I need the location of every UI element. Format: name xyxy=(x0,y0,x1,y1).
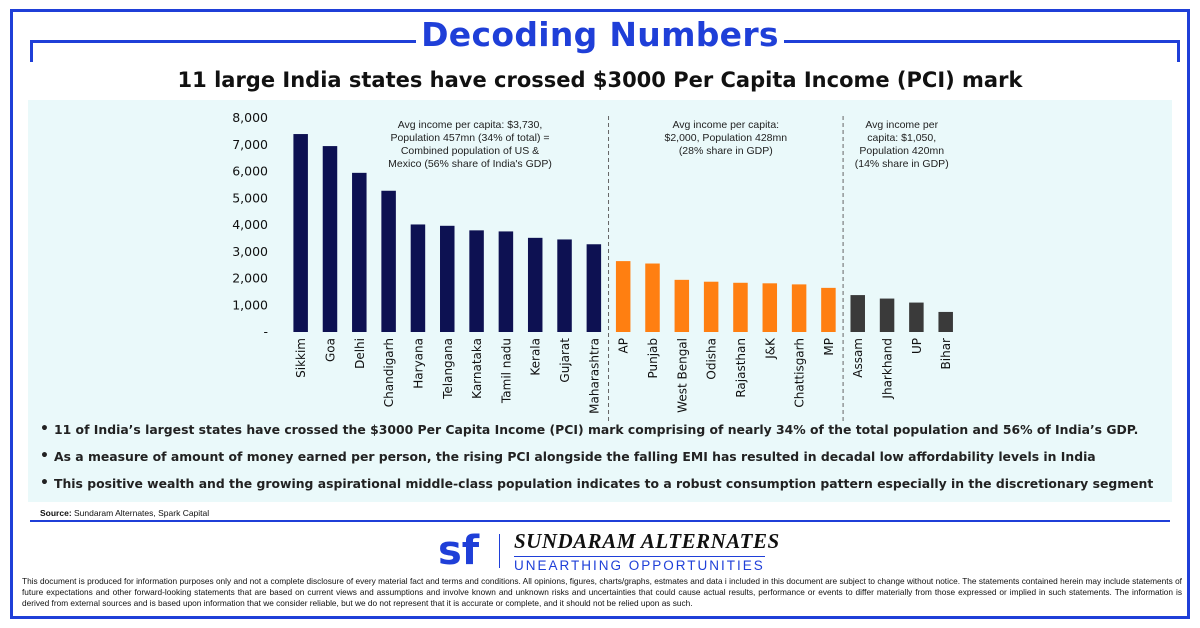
bullet-point: As a measure of amount of money earned p… xyxy=(40,448,1160,464)
disclaimer: This document is produced for informatio… xyxy=(22,576,1182,608)
x-tick-label: Gujarat xyxy=(558,338,572,383)
brand-tagline: UNEARTHING OPPORTUNITIES xyxy=(514,556,765,573)
group-annotation: Avg income per xyxy=(865,119,938,131)
x-tick-label: AP xyxy=(617,338,631,353)
x-tick-label: J&K xyxy=(763,337,777,360)
x-tick-label: Assam xyxy=(851,338,865,378)
group-annotation: capita: $1,050, xyxy=(867,132,936,144)
bar xyxy=(322,146,338,332)
group-annotation: Mexico (56% share of India's GDP) xyxy=(388,158,552,170)
footer-divider xyxy=(30,520,1170,522)
y-tick-label: 2,000 xyxy=(232,271,268,286)
group-annotation: $2,000, Population 428mn xyxy=(664,132,787,144)
x-tick-label: Bihar xyxy=(939,338,953,370)
bar xyxy=(821,287,836,332)
pci-bar-chart: - 1,000 2,000 3,000 4,000 5,000 6,000 7,000 8,00… xyxy=(232,110,953,422)
logo-separator xyxy=(499,534,500,568)
bar xyxy=(527,237,543,332)
outer-frame xyxy=(10,9,1190,619)
x-tick-label: Sikkim xyxy=(294,338,308,378)
y-tick-label: 4,000 xyxy=(232,217,268,232)
bar xyxy=(293,134,308,332)
y-tick-label: 5,000 xyxy=(232,190,268,205)
group-annotation: Combined population of US & xyxy=(401,145,539,157)
bar xyxy=(557,239,572,332)
y-tick-label: 3,000 xyxy=(232,244,268,259)
x-tick-label: Kerala xyxy=(529,338,543,376)
x-tick-label: Telangana xyxy=(441,338,455,400)
group-annotation: Population 420mn xyxy=(859,145,944,157)
group-annotation: Avg income per capita: $3,730, xyxy=(398,119,543,131)
x-tick-label: Chattisgarh xyxy=(793,338,807,408)
bar xyxy=(879,298,895,332)
bar xyxy=(586,244,602,332)
logo-mark-text: sf xyxy=(438,530,480,570)
x-tick-label: Punjab xyxy=(646,338,660,379)
bar xyxy=(938,311,953,332)
source-note: Source: Sundaram Alternates, Spark Capit… xyxy=(40,508,209,518)
bullet-point: This positive wealth and the growing asp… xyxy=(40,475,1160,491)
y-tick-label: - xyxy=(263,324,268,339)
bar xyxy=(440,225,455,332)
group-annotation: (14% share in GDP) xyxy=(855,158,949,170)
bar xyxy=(762,283,778,332)
x-tick-label: Chandigarh xyxy=(382,338,396,407)
brand-name: SUNDARAM ALTERNATES xyxy=(514,529,780,553)
bar xyxy=(469,230,484,332)
x-tick-label: MP xyxy=(822,338,836,356)
bullet-point: 11 of India’s largest states have crosse… xyxy=(40,421,1160,437)
source-text: Sundaram Alternates, Spark Capital xyxy=(71,508,210,518)
key-points: 11 of India’s largest states have crosse… xyxy=(40,421,1160,503)
x-tick-label: West Bengal xyxy=(675,338,689,413)
bar xyxy=(791,284,807,332)
sundaram-logo-icon: sf xyxy=(438,530,480,570)
x-tick-label: Rajasthan xyxy=(734,338,748,398)
x-tick-label: Jharkhand xyxy=(881,338,895,400)
x-tick-label: Maharashtra xyxy=(587,338,601,414)
y-tick-label: 6,000 xyxy=(232,164,268,179)
banner-title: Decoding Numbers xyxy=(416,12,784,58)
x-tick-label: Delhi xyxy=(353,338,367,369)
bar xyxy=(381,190,396,332)
y-tick-label: 7,000 xyxy=(232,137,268,152)
source-label: Source: xyxy=(40,508,72,518)
x-tick-label: Odisha xyxy=(705,338,719,380)
bar xyxy=(733,282,748,332)
bar xyxy=(850,295,865,332)
bar xyxy=(498,231,514,332)
bar xyxy=(352,172,367,332)
bar xyxy=(615,261,631,332)
x-tick-label: UP xyxy=(910,338,924,354)
group-annotation: Avg income per capita: xyxy=(672,119,779,131)
bar xyxy=(645,263,660,332)
bar xyxy=(909,302,924,332)
y-tick-label: 1,000 xyxy=(232,297,268,312)
group-annotation: Population 457mn (34% of total) = xyxy=(390,132,549,144)
x-tick-label: Haryana xyxy=(411,338,425,389)
x-tick-label: Goa xyxy=(323,338,337,362)
bar xyxy=(703,281,719,332)
y-tick-label: 8,000 xyxy=(232,110,268,125)
bar xyxy=(410,224,426,332)
x-tick-label: Karnataka xyxy=(470,338,484,399)
bar xyxy=(674,279,690,332)
x-tick-label: Tamil nadu xyxy=(499,338,513,404)
chart-headline: 11 large India states have crossed $3000… xyxy=(177,68,1023,92)
group-annotation: (28% share in GDP) xyxy=(679,145,773,157)
